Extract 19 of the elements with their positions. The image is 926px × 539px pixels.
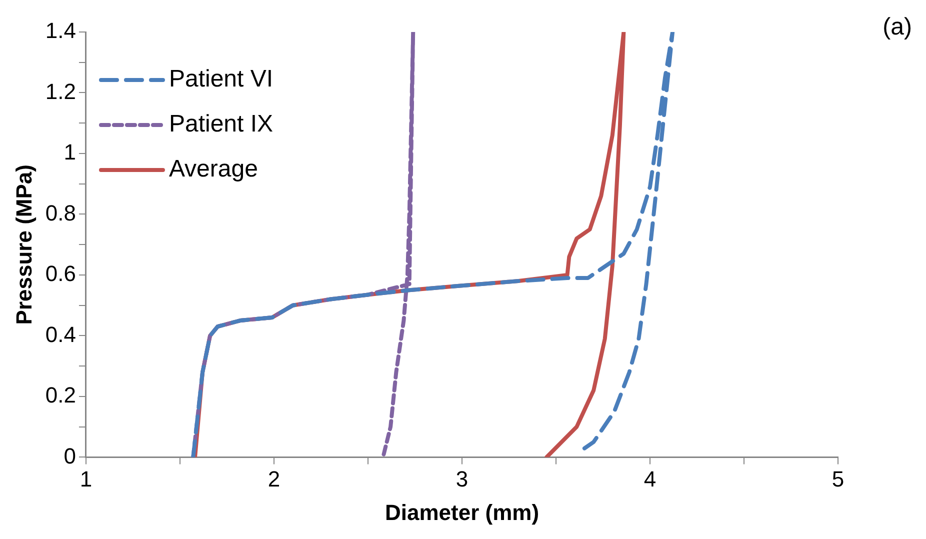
x-tick-label: 5 — [832, 466, 844, 492]
y-tick-label: 0.8 — [45, 200, 76, 226]
x-axis-title: Diameter (mm) — [384, 500, 540, 525]
text: (a) — [882, 14, 912, 41]
x-tick-label: 2 — [268, 466, 280, 492]
y-tick-label: 1.2 — [45, 78, 76, 104]
x-tick-label: 4 — [644, 466, 656, 492]
y-tick-label: 0.6 — [45, 261, 76, 286]
y-tick-label: 1 — [64, 140, 76, 165]
y-tick-label: 0.2 — [45, 382, 76, 408]
y-axis-title: Pressure (MPa) — [11, 164, 36, 325]
y-tick-label: 0 — [64, 443, 76, 468]
legend-label: Average — [168, 156, 258, 183]
legend-label: Patient IX — [168, 110, 274, 138]
legend-label: Patient VI — [168, 66, 274, 93]
x-tick-label: 3 — [456, 466, 468, 492]
y-tick-label: 0.4 — [45, 322, 76, 347]
y-tick-label: 1.4 — [45, 18, 76, 44]
x-tick-label: 1 — [80, 466, 92, 492]
